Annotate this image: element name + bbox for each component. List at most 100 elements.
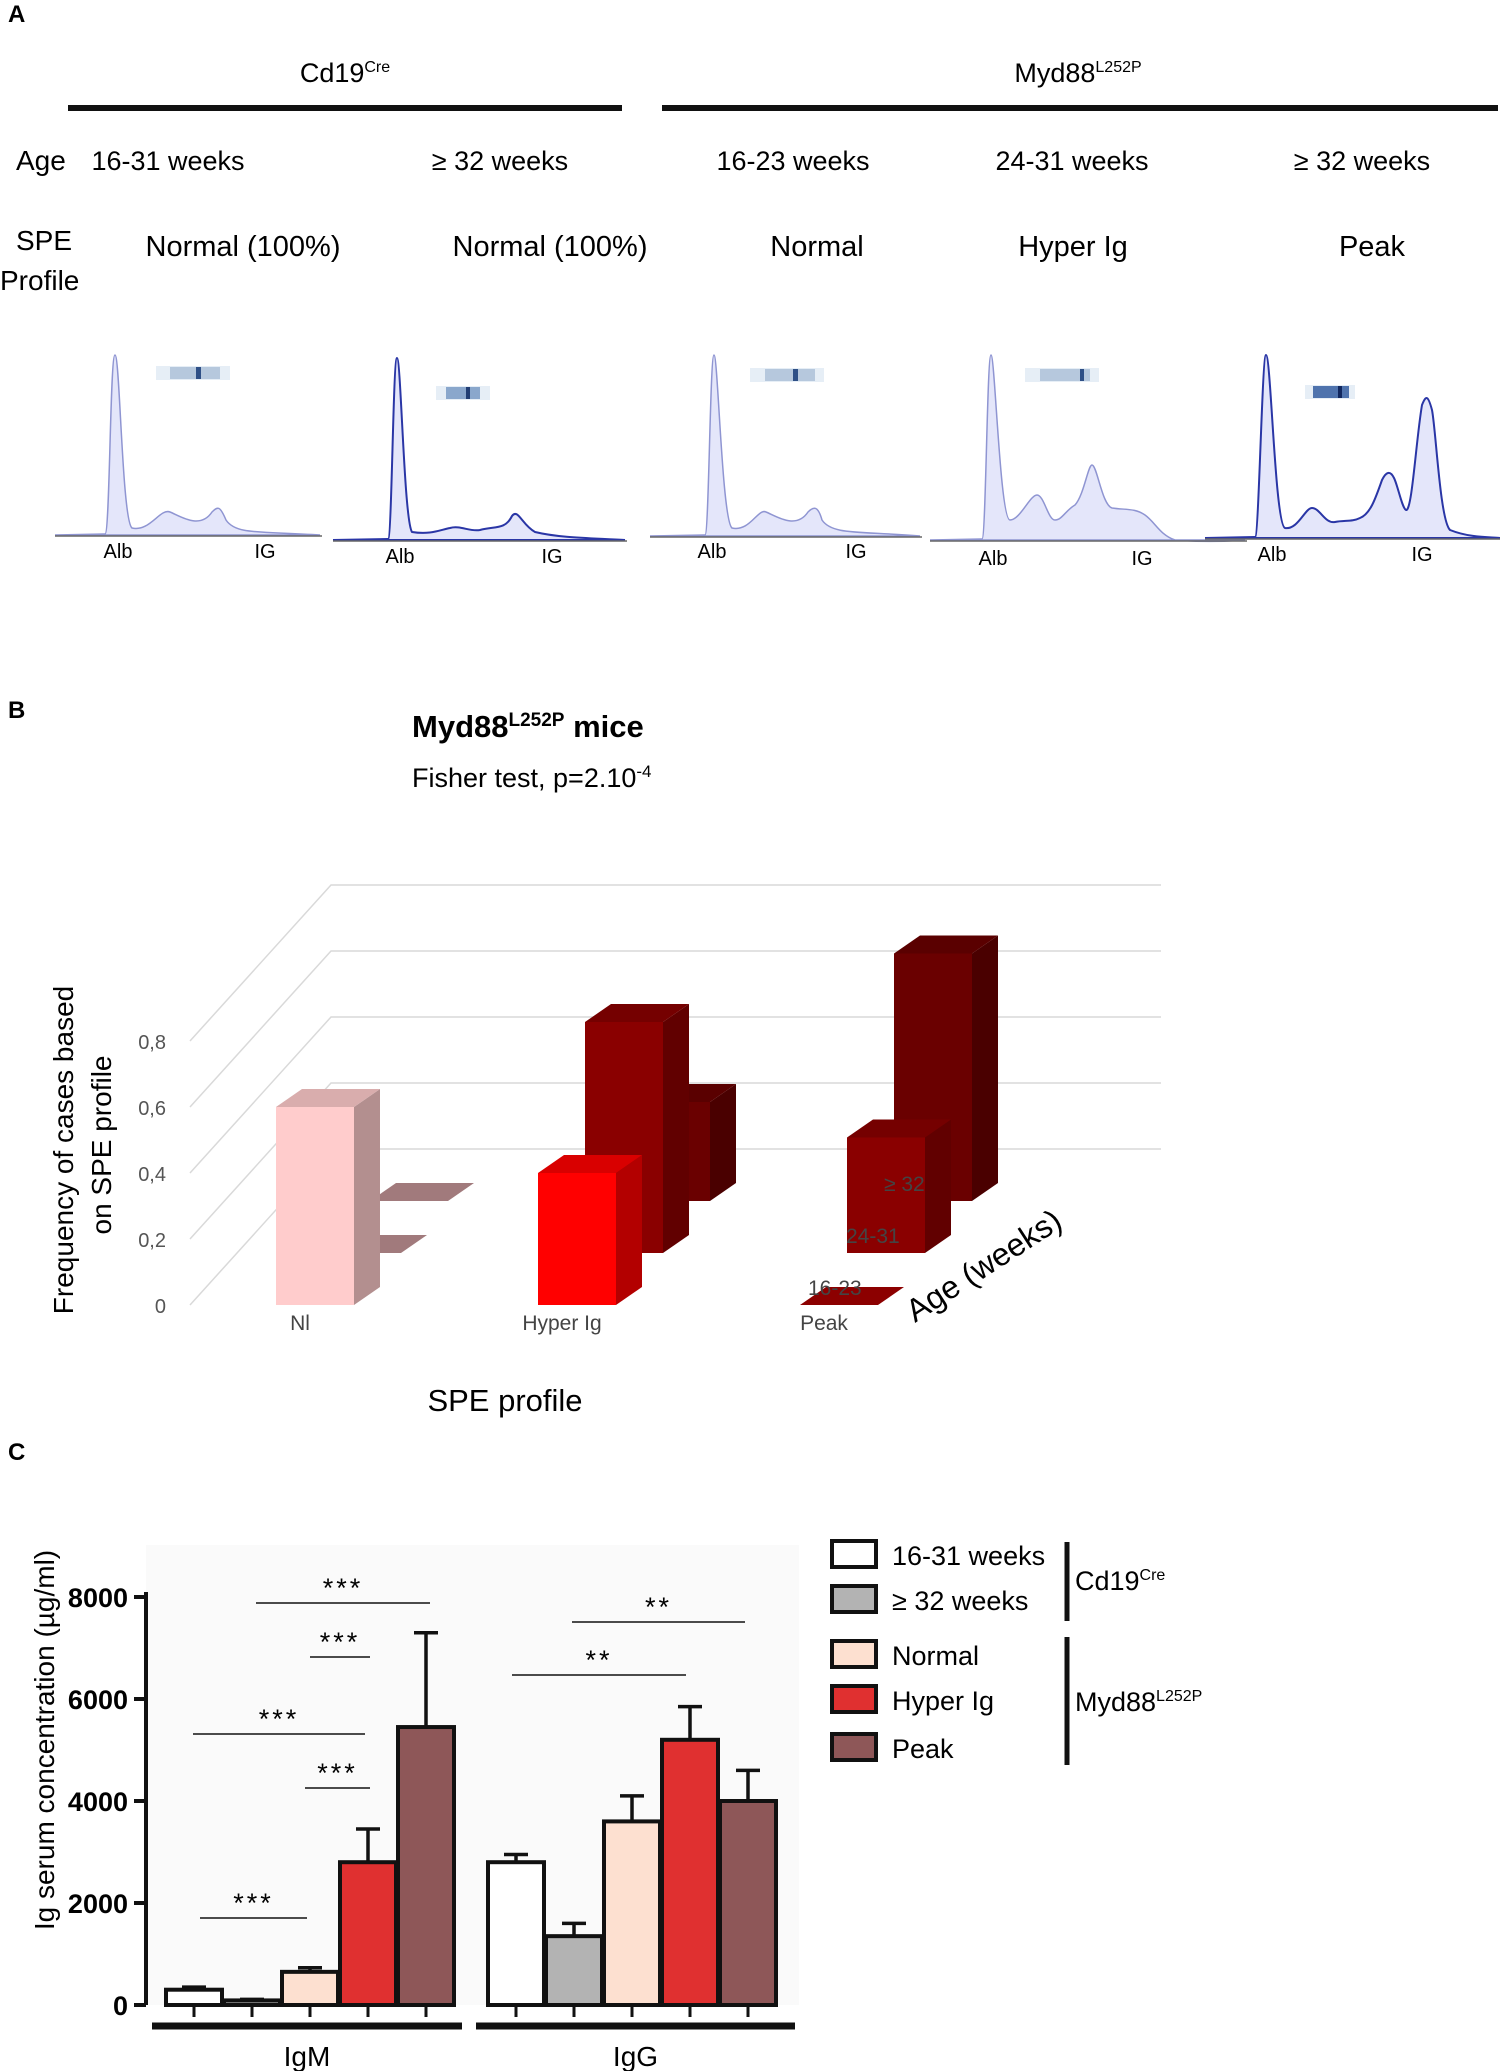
- legend-swatch: [830, 1539, 878, 1569]
- bar-b-side: [710, 1084, 736, 1201]
- bar-b-top: [585, 1004, 689, 1022]
- legend-label: Hyper Ig: [892, 1686, 994, 1716]
- bar-b-side: [925, 1119, 951, 1253]
- significance-label: **: [645, 1592, 672, 1622]
- x-tick-label: Nl: [290, 1312, 310, 1335]
- x-tick-label: Hyper Ig: [522, 1312, 601, 1335]
- bar-b-top: [847, 1119, 951, 1138]
- chart-b-plot: 0 0,2 0,4 0,6 0,8 Nl Hyper Ig Peak 16-23 24-31 ≥ 3…: [138, 935, 998, 1335]
- bar-b-top: [276, 1089, 380, 1107]
- panel-b-label: B: [8, 697, 25, 724]
- bar-c: [338, 1860, 398, 2007]
- spe-row-label-line2: Profile: [0, 265, 79, 296]
- alb-label: Alb: [698, 541, 727, 563]
- spe-trace-4: Alb IG: [929, 354, 1247, 570]
- ig-label: IG: [254, 541, 275, 563]
- significance-label: ***: [259, 1704, 300, 1734]
- significance-label: ***: [233, 1888, 274, 1918]
- bar-b-side: [972, 935, 998, 1201]
- grid-line: [189, 884, 1161, 1042]
- legend-label: ≥ 32 weeks: [892, 1586, 1028, 1616]
- bar-c: [660, 1737, 720, 2008]
- ig-label: IG: [845, 541, 866, 563]
- legend-swatch: [830, 1732, 878, 1762]
- bar-b: [276, 1107, 354, 1305]
- bar-b: [847, 1137, 925, 1253]
- y-tick-label: 0,6: [138, 1098, 166, 1120]
- age-col-5: ≥ 32 weeks: [1294, 146, 1430, 176]
- legend-group-cd19: Cd19Cre: [1075, 1566, 1165, 1596]
- bar-b-empty: [800, 1287, 904, 1305]
- bar-c: [280, 1969, 340, 2007]
- bar-c: [718, 1799, 778, 2007]
- y-tick-label: 0,4: [138, 1164, 166, 1186]
- chart-b-subtitle: Fisher test, p=2.10-4: [412, 762, 652, 793]
- legend-swatch: [830, 1639, 878, 1669]
- chart-b-title: Myd88L252P mice: [412, 709, 644, 744]
- grid-line: [189, 1082, 1161, 1240]
- profile-col-2: Normal (100%): [453, 231, 648, 263]
- bar-c: [222, 1998, 282, 2008]
- age-col-3: 16-23 weeks: [716, 146, 869, 176]
- group-label-myd88: Myd88L252P: [1014, 58, 1141, 88]
- age-col-2: ≥ 32 weeks: [432, 146, 568, 176]
- spe-trace-3: Alb IG: [649, 354, 922, 563]
- legend-label: Normal: [892, 1641, 979, 1671]
- alb-label: Alb: [104, 541, 133, 563]
- y-tick-label: 0,8: [138, 1032, 166, 1054]
- legend-swatch: [830, 1684, 878, 1714]
- y-tick-label: 0: [155, 1296, 166, 1318]
- bar-b-side: [616, 1155, 642, 1305]
- significance-label: ***: [323, 1573, 364, 1603]
- chart-c-ylabel: Ig serum concentration (µg/ml): [29, 1550, 60, 1930]
- y-tick-label: 0: [113, 1991, 128, 2021]
- bar-c: [396, 1725, 456, 2008]
- bar-c: [486, 1860, 546, 2007]
- bar-c: [164, 1987, 224, 2007]
- bar-b-empty: [370, 1183, 474, 1201]
- significance-label: ***: [320, 1627, 361, 1657]
- alb-label: Alb: [1258, 544, 1287, 566]
- z-tick-label: ≥ 32: [884, 1173, 925, 1196]
- bar-b-top: [538, 1155, 642, 1173]
- x-tick-label: IgG: [613, 2041, 658, 2071]
- panel-c-label: C: [8, 1439, 25, 1466]
- profile-col-3: Normal: [770, 231, 863, 263]
- bar-b-top: [894, 935, 998, 954]
- grid-line: [189, 950, 1161, 1108]
- panel-a-label: A: [8, 1, 25, 28]
- ig-label: IG: [1131, 548, 1152, 570]
- age-row-label: Age: [16, 145, 66, 176]
- spe-trace-1: Alb IG: [54, 354, 322, 563]
- bar-b-side: [354, 1089, 380, 1305]
- grid-line: [189, 1016, 1161, 1174]
- chart-b-ylabel-line2: on SPE profile: [86, 1056, 117, 1235]
- bar-c: [544, 1934, 604, 2008]
- legend-swatch: [830, 1584, 878, 1614]
- alb-label: Alb: [979, 548, 1008, 570]
- significance-label: ***: [317, 1758, 358, 1788]
- ig-label: IG: [1411, 544, 1432, 566]
- bar-b: [538, 1173, 616, 1305]
- bar-c: [602, 1819, 662, 2008]
- age-col-1: 16-31 weeks: [91, 146, 244, 176]
- chart-b-xlabel: SPE profile: [427, 1383, 582, 1418]
- z-tick-label: 24-31: [846, 1225, 900, 1248]
- profile-col-1: Normal (100%): [146, 231, 341, 263]
- legend-label: Peak: [892, 1734, 954, 1764]
- profile-col-4: Hyper Ig: [1018, 231, 1128, 263]
- bar-b-side: [663, 1004, 689, 1253]
- y-tick-label: 6000: [68, 1685, 128, 1715]
- y-tick-label: 4000: [68, 1787, 128, 1817]
- y-tick-label: 0,2: [138, 1230, 166, 1252]
- spe-row-label-line1: SPE: [16, 225, 72, 256]
- y-tick-label: 8000: [68, 1583, 128, 1613]
- x-tick-label: Peak: [800, 1312, 848, 1335]
- z-tick-label: 16-23: [808, 1277, 862, 1300]
- profile-col-5: Peak: [1339, 231, 1406, 263]
- chart-c-legend: 16-31 weeks ≥ 32 weeks Normal Hyper Ig Peak: [830, 1539, 1045, 1764]
- spe-trace-2: Alb IG: [332, 356, 627, 568]
- y-tick-label: 2000: [68, 1889, 128, 1919]
- group-label-cd19: Cd19Cre: [300, 58, 390, 88]
